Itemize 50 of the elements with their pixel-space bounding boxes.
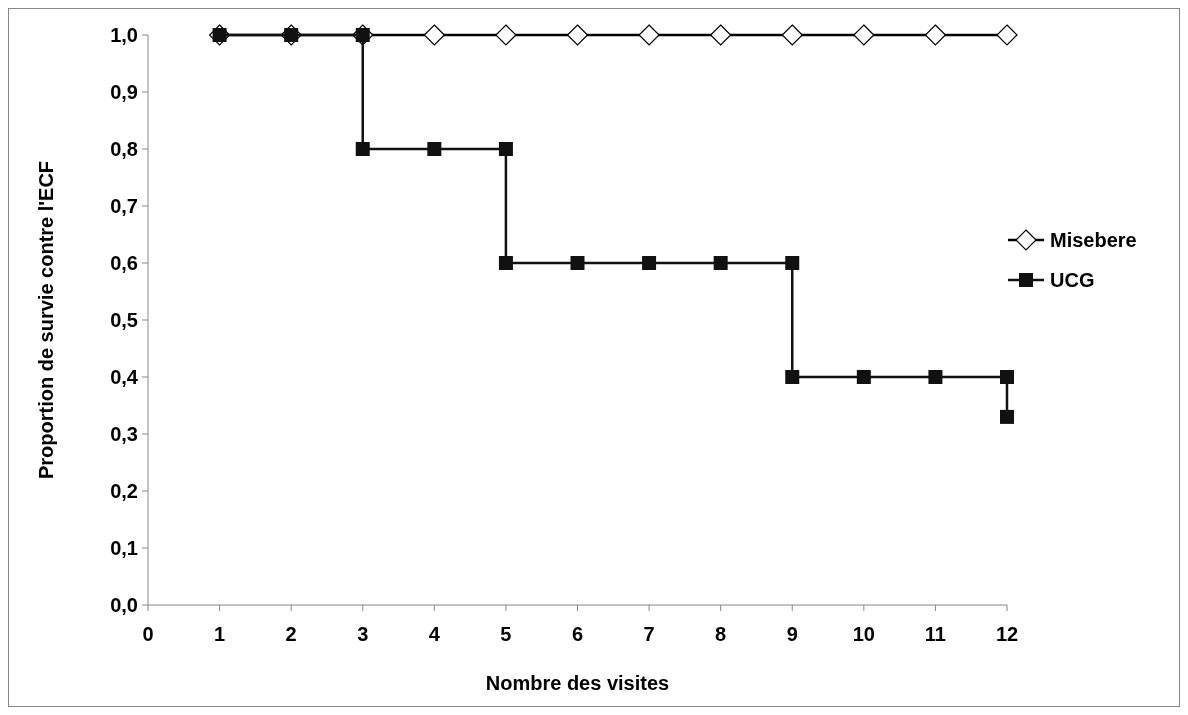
y-tick-label: 0,4 — [110, 366, 139, 388]
point — [856, 370, 871, 384]
x-axis-title: Nombre des visites — [485, 672, 670, 694]
point — [355, 142, 370, 156]
y-tick-label: 0,2 — [110, 480, 138, 502]
point — [498, 256, 513, 270]
y-tick-label: 0,0 — [110, 594, 138, 616]
y-axis-title: Proportion de survie contre l'ECF — [35, 160, 57, 480]
point — [781, 24, 803, 46]
y-tick-label: 0,6 — [110, 252, 138, 274]
point — [427, 142, 442, 156]
point — [853, 24, 875, 46]
x-tick-label: 10 — [852, 623, 875, 645]
y-tick-label: 0,5 — [110, 309, 138, 331]
point — [785, 256, 800, 270]
legend-label: UCG — [1050, 269, 1095, 291]
point — [495, 24, 517, 46]
point — [928, 370, 943, 384]
x-tick-label: 6 — [571, 623, 584, 645]
x-tick-label: 3 — [357, 623, 369, 645]
point — [710, 24, 732, 46]
x-tick-label: 7 — [643, 623, 655, 645]
point — [1000, 370, 1014, 384]
x-tick-label: 2 — [285, 623, 297, 645]
x-tick-label: 12 — [995, 623, 1019, 645]
point — [570, 256, 585, 270]
point — [423, 24, 445, 46]
x-tick-label: 1 — [214, 623, 226, 645]
y-tick-label: 0,1 — [110, 537, 138, 559]
point — [996, 24, 1018, 46]
x-tick-label: 0 — [142, 623, 154, 645]
y-tick-label: 1,0 — [110, 24, 138, 46]
point — [1000, 409, 1014, 424]
y-tick-label: 0,7 — [110, 195, 138, 217]
point — [638, 24, 660, 46]
y-tick-label: 0,9 — [110, 81, 138, 103]
x-tick-label: 8 — [715, 623, 727, 645]
y-tick-label: 0,3 — [110, 423, 138, 445]
x-tick-label: 11 — [924, 623, 946, 645]
x-tick-label: 9 — [786, 623, 798, 645]
x-tick-label: 5 — [500, 623, 512, 645]
legend-label: Misebere — [1050, 229, 1137, 251]
x-tick-label: 4 — [428, 623, 441, 645]
point — [924, 24, 947, 46]
point — [785, 370, 800, 384]
point — [566, 24, 589, 46]
point — [498, 142, 513, 156]
point — [642, 256, 657, 270]
y-tick-label: 0,8 — [110, 138, 138, 160]
point — [713, 256, 728, 270]
